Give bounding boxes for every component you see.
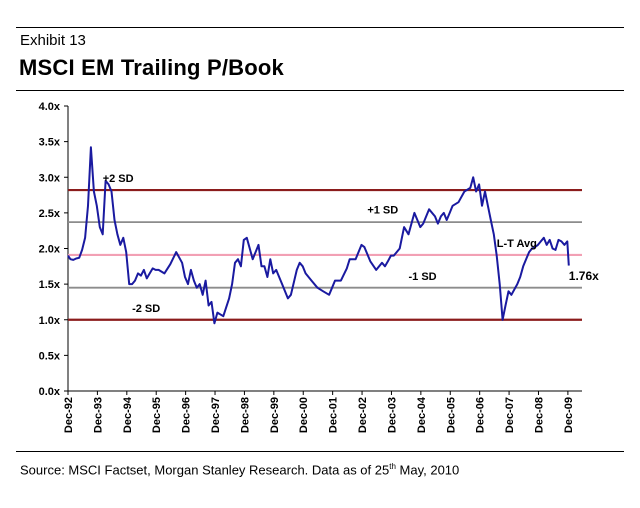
x-tick-label: Dec-94 <box>122 396 134 433</box>
source-superscript: th <box>389 462 396 471</box>
x-tick-label: Dec-04 <box>416 396 428 433</box>
x-tick-label: Dec-93 <box>92 397 104 433</box>
x-tick-label: Dec-07 <box>504 397 516 433</box>
source-note: Source: MSCI Factset, Morgan Stanley Res… <box>20 462 459 477</box>
reference-label: +2 SD <box>103 173 134 185</box>
end-value-label: 1.76x <box>569 269 599 283</box>
y-tick-label: 0.5x <box>39 350 61 362</box>
x-tick-label: Dec-97 <box>210 397 222 433</box>
bottom-rule <box>16 451 624 452</box>
chart-title: MSCI EM Trailing P/Book <box>19 55 284 80</box>
y-tick-label: 4.0x <box>39 101 61 113</box>
x-tick-label: Dec-05 <box>445 397 457 433</box>
x-tick-label: Dec-98 <box>239 397 251 433</box>
top-rule <box>16 27 624 28</box>
y-tick-label: 0.0x <box>39 386 61 398</box>
series-line <box>67 146 570 325</box>
x-tick-label: Dec-96 <box>181 397 193 433</box>
y-tick-label: 2.5x <box>39 208 61 220</box>
source-date: May, 2010 <box>395 462 460 478</box>
x-tick-label: Dec-02 <box>357 397 369 433</box>
x-tick-label: Dec-01 <box>328 397 340 433</box>
chart-area: 0.0x 0.5x 1.0x 1.5x 2.0x 2.5x 3.0x 3.5x 4.0x Dec-… <box>39 101 600 433</box>
y-tick-label: 3.5x <box>39 137 61 149</box>
x-tick-label: Dec-99 <box>269 397 281 433</box>
reference-label: L-T Avg <box>497 238 537 250</box>
reference-label: +1 SD <box>367 205 398 217</box>
exhibit-label: Exhibit 13 <box>20 32 86 49</box>
reference-label: -1 SD <box>409 271 437 283</box>
x-tick-label: Dec-08 <box>533 397 545 433</box>
source-text: Source: MSCI Factset, Morgan Stanley Res… <box>20 462 390 478</box>
x-tick-label: Dec-09 <box>563 397 575 433</box>
y-tick-label: 3.0x <box>39 172 61 184</box>
y-tick-label: 1.5x <box>39 279 61 291</box>
title-rule <box>16 90 624 91</box>
x-tick-label: Dec-95 <box>151 397 163 433</box>
x-tick-label: Dec-92 <box>63 397 75 433</box>
x-tick-label: Dec-06 <box>475 397 487 433</box>
y-tick-label: 2.0x <box>39 244 61 256</box>
reference-label: -2 SD <box>132 303 160 315</box>
x-tick-label: Dec-00 <box>298 397 310 433</box>
y-tick-label: 1.0x <box>39 315 61 327</box>
x-tick-label: Dec-03 <box>386 397 398 433</box>
